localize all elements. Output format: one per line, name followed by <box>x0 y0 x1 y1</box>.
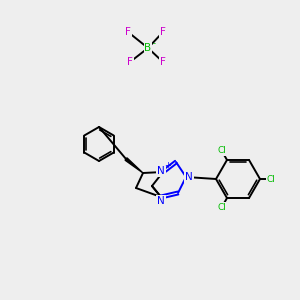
Text: Cl: Cl <box>217 146 226 155</box>
Text: F: F <box>127 57 133 67</box>
Text: B: B <box>144 43 152 53</box>
Text: Cl: Cl <box>267 175 275 184</box>
Text: Cl: Cl <box>217 203 226 212</box>
Text: +: + <box>165 161 171 170</box>
Polygon shape <box>125 158 143 173</box>
Text: N: N <box>157 196 165 206</box>
Text: N: N <box>157 166 165 176</box>
Text: F: F <box>160 27 166 37</box>
Text: -: - <box>152 40 155 49</box>
Text: N: N <box>185 172 193 182</box>
Text: F: F <box>160 57 166 67</box>
Text: F: F <box>125 27 131 37</box>
